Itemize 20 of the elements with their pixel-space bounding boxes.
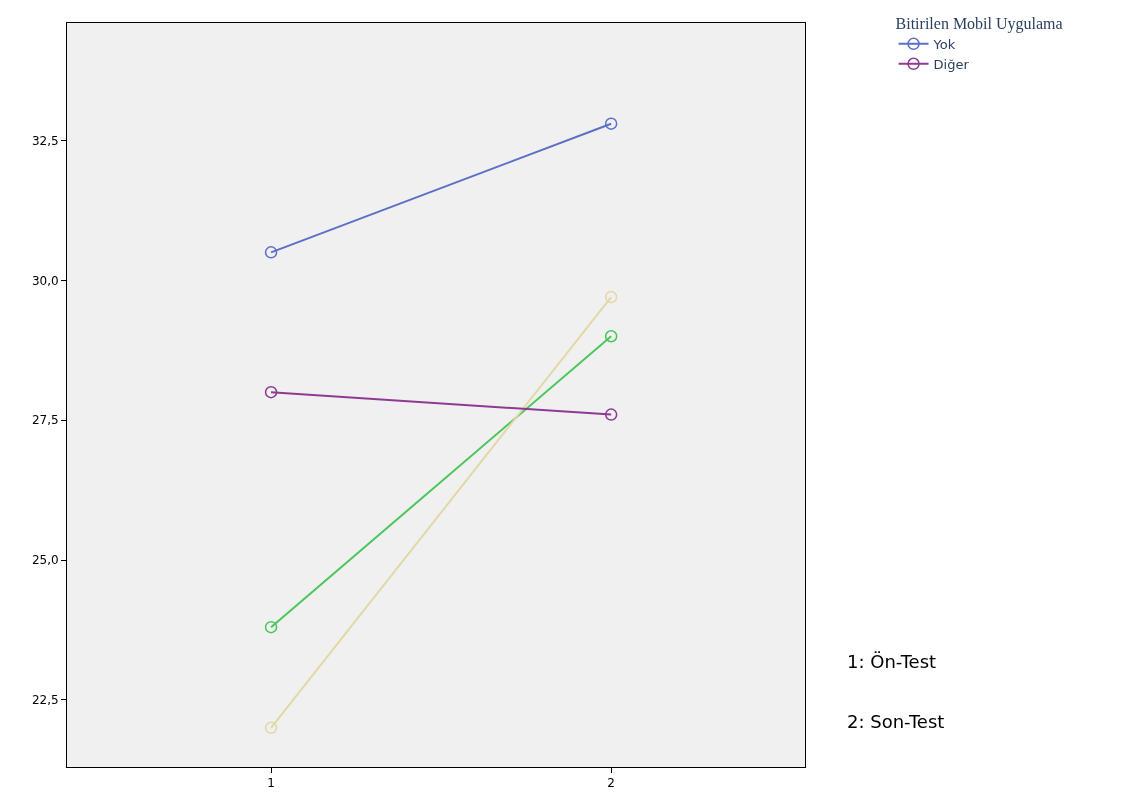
point (604, 117, 618, 130)
point (604, 330, 618, 343)
y-tick-label: 32,5 (31, 133, 59, 148)
legend-title: Bitirilen Mobil Uygulama (895, 14, 1063, 33)
point (604, 408, 618, 421)
text: 1: Ön-Test (847, 651, 937, 672)
legend-label: Diğer (933, 56, 970, 72)
text: 2: Son-Test (847, 711, 945, 732)
y-tick-label: 30,0 (31, 273, 59, 288)
point (264, 385, 278, 399)
legend-label: Yok (932, 36, 956, 52)
y-tick-label: 25,0 (31, 553, 59, 568)
point (264, 721, 278, 735)
y-tick-label: 22,5 (31, 693, 59, 708)
point (264, 620, 278, 634)
x-tick-label: 2 (607, 776, 615, 791)
y-tick-label: 27,5 (31, 413, 59, 428)
x-tick-label: 1 (267, 776, 275, 791)
point (604, 290, 618, 304)
point (264, 246, 278, 259)
